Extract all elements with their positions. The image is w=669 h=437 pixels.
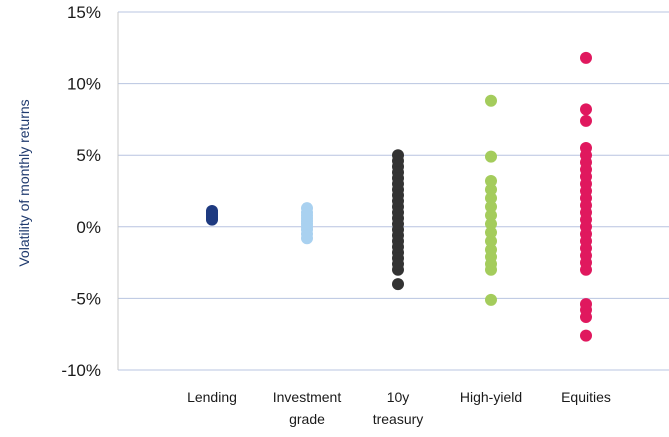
data-point (580, 103, 592, 116)
data-point (301, 202, 313, 215)
y-axis-label: Volatility of monthly returns (16, 99, 32, 266)
data-point (485, 150, 497, 163)
y-tick-labels: 15% 10% 5% 0% -5% -10% (61, 3, 101, 380)
data-point (580, 298, 592, 311)
data-point (485, 94, 497, 107)
data-point (485, 217, 497, 230)
x-category-label: Investment (273, 389, 342, 405)
data-point (580, 329, 592, 342)
data-point (392, 149, 404, 162)
x-category-label: Equities (561, 389, 611, 405)
data-point (580, 142, 592, 155)
y-tick-label: 15% (67, 3, 101, 22)
data-point (485, 226, 497, 239)
data-points (206, 51, 592, 342)
x-category-label: Lending (187, 389, 237, 405)
data-point (392, 278, 404, 291)
x-category-label: grade (289, 411, 325, 427)
data-point (485, 183, 497, 196)
y-tick-label: -10% (61, 361, 101, 380)
data-point (485, 243, 497, 256)
data-point (485, 209, 497, 222)
x-category-label: treasury (373, 411, 424, 427)
data-point (485, 192, 497, 205)
y-tick-label: 5% (76, 146, 101, 165)
x-category-label: 10y (387, 389, 410, 405)
y-tick-label: 10% (67, 75, 101, 94)
data-point (485, 200, 497, 213)
y-tick-label: 0% (76, 218, 101, 237)
data-point (485, 293, 497, 306)
y-tick-label: -5% (71, 289, 101, 308)
x-category-label: High-yield (460, 389, 522, 405)
data-point (485, 235, 497, 248)
data-point (580, 51, 592, 64)
data-point (485, 174, 497, 187)
data-point (206, 205, 218, 218)
x-category-labels: Lending Investment grade 10y treasury High-yi… (187, 389, 611, 427)
data-point (580, 114, 592, 127)
